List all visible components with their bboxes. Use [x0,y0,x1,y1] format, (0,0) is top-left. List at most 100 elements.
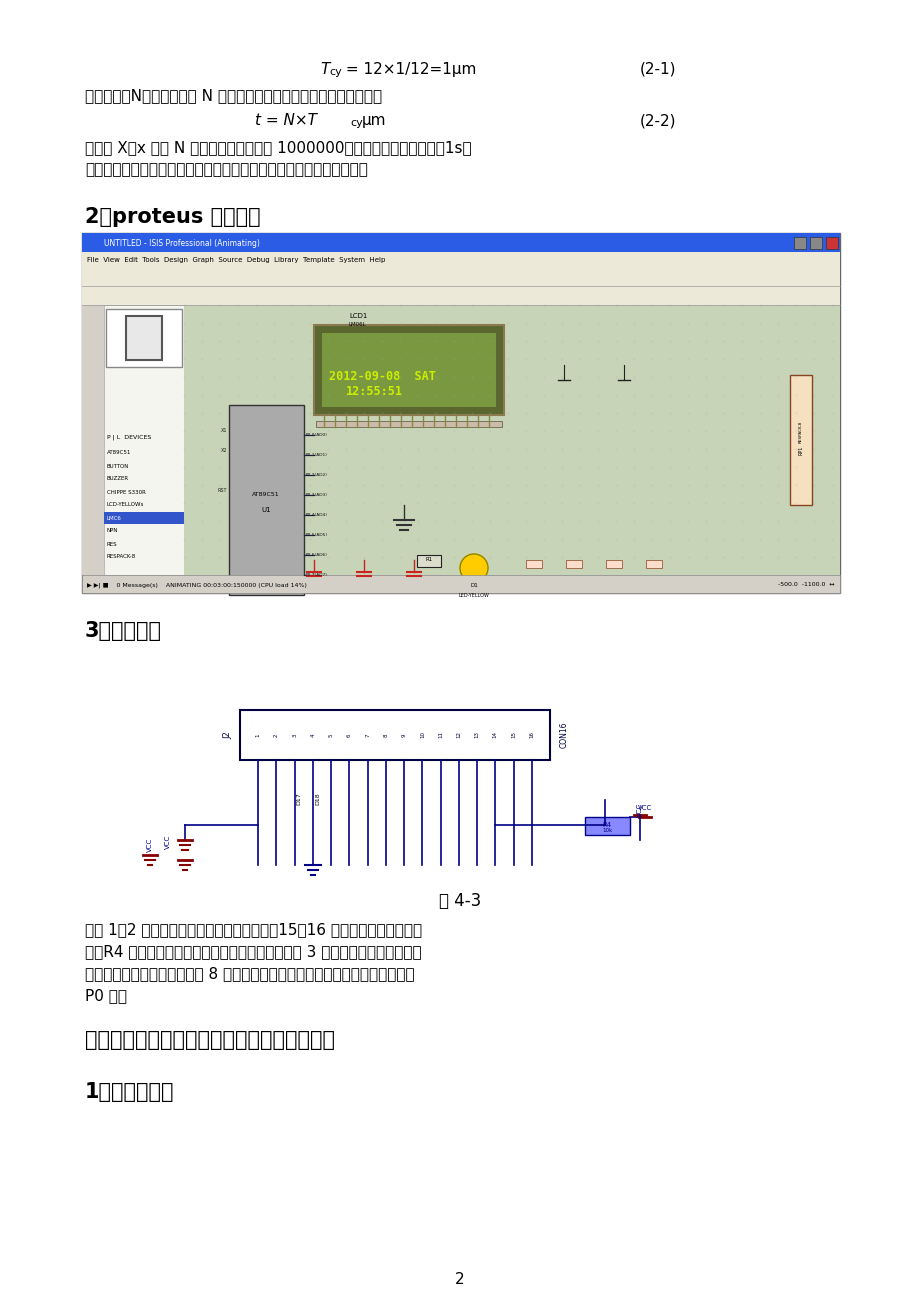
FancyBboxPatch shape [82,575,839,592]
Text: 3: 3 [292,733,297,737]
Text: cy: cy [329,66,341,77]
Text: RESPACK-8: RESPACK-8 [798,421,802,443]
Text: μm: μm [361,113,386,128]
Text: 6: 6 [346,733,352,737]
Text: 节液晶显示对比度。无标号的 8 个端口是数据端，通过一上拉电阵接到单片机的: 节液晶显示对比度。无标号的 8 个端口是数据端，通过一上拉电阵接到单片机的 [85,966,414,980]
FancyBboxPatch shape [104,512,184,523]
Text: VCC: VCC [165,835,171,849]
Text: 极，R4 起限流作用，避免电流过大烧坏背光灯。第 3 端口还可接一电位器，调: 极，R4 起限流作用，避免电流过大烧坏背光灯。第 3 端口还可接一电位器，调 [85,944,421,960]
Text: P0.4(AD4): P0.4(AD4) [306,513,327,517]
FancyBboxPatch shape [82,253,839,267]
Text: D18: D18 [314,792,320,805]
Text: 定数器设为N时，即每计到 N 时产生一次中断，而一次中断的时间为：: 定数器设为N时，即每计到 N 时产生一次中断，而一次中断的时间为： [85,89,381,103]
FancyBboxPatch shape [809,237,821,249]
Text: 10: 10 [419,732,425,738]
Text: RESPACK-8: RESPACK-8 [107,555,136,560]
Text: 9: 9 [402,733,406,737]
Text: t = N×T: t = N×T [255,113,317,128]
Text: 当产生 X（x 根据 N 来设置，两者之积为 1000000）次中断后我就知道过了1s，: 当产生 X（x 根据 N 来设置，两者之积为 1000000）次中断后我就知道过… [85,141,471,155]
Text: 12: 12 [456,732,460,738]
Text: UNTITLED - ISIS Professional (Animating): UNTITLED - ISIS Professional (Animating) [104,238,259,247]
Text: VCC: VCC [637,805,652,811]
Text: D17: D17 [297,792,301,805]
Text: 8: 8 [383,733,388,737]
FancyBboxPatch shape [126,316,162,359]
Text: CON16: CON16 [559,721,568,749]
Text: 3、液晶部分: 3、液晶部分 [85,621,162,641]
Text: RST: RST [217,487,227,492]
Text: VCC: VCC [147,838,153,853]
Text: R1: R1 [425,557,432,562]
FancyBboxPatch shape [789,375,811,505]
Text: 2: 2 [274,733,278,737]
Text: J2: J2 [223,732,233,738]
Text: 14: 14 [493,732,497,738]
Text: P0.1(AD1): P0.1(AD1) [306,453,327,457]
Text: File  View  Edit  Tools  Design  Graph  Source  Debug  Library  Template  System: File View Edit Tools Design Graph Source… [87,256,385,263]
Text: P0.3(AD3): P0.3(AD3) [306,493,327,497]
Text: = 12×1/12=1μm: = 12×1/12=1μm [341,62,476,77]
Text: AT89C51: AT89C51 [107,450,131,456]
FancyBboxPatch shape [184,305,839,575]
Text: RP1: RP1 [798,445,802,454]
Text: P | L  DEVICES: P | L DEVICES [107,435,151,440]
Text: 再通过液晶显示出来，这样就达到了让液晶每隔一秒跳一下的目的了。: 再通过液晶显示出来，这样就达到了让液晶每隔一秒跳一下的目的了。 [85,161,368,177]
Text: P0.0(AD0): P0.0(AD0) [306,434,327,437]
Text: CHIPPE S330R: CHIPPE S330R [107,490,146,495]
Text: T: T [320,62,329,77]
FancyBboxPatch shape [313,326,504,415]
Text: X2: X2 [221,448,227,453]
Text: P0.2(AD2): P0.2(AD2) [306,473,327,477]
FancyBboxPatch shape [82,267,839,305]
Text: LCD-YELLOWs: LCD-YELLOWs [107,503,144,508]
FancyBboxPatch shape [82,233,839,592]
Text: 7: 7 [365,733,369,737]
Text: 2、proteus 仿真结果: 2、proteus 仿真结果 [85,207,260,227]
Text: BUZZER: BUZZER [107,477,129,482]
Text: U1: U1 [261,506,270,513]
Text: 11: 11 [437,732,443,738]
Text: LM06L: LM06L [348,322,367,327]
Text: P0.5(AD5): P0.5(AD5) [306,533,328,536]
Text: 16: 16 [528,732,534,738]
Text: LCD1: LCD1 [348,312,367,319]
Text: (2-1): (2-1) [640,62,675,77]
FancyBboxPatch shape [82,233,839,253]
Text: 12:55:51: 12:55:51 [346,385,403,398]
FancyBboxPatch shape [315,421,502,427]
FancyBboxPatch shape [229,405,303,595]
FancyBboxPatch shape [82,305,104,575]
FancyBboxPatch shape [825,237,837,249]
Text: X1: X1 [221,427,227,432]
Text: P0 口。: P0 口。 [85,988,127,1003]
Text: LMC6: LMC6 [107,516,121,521]
FancyBboxPatch shape [584,816,630,835]
Text: D1: D1 [470,583,477,589]
Text: 2012-09-08  SAT: 2012-09-08 SAT [329,370,436,383]
FancyBboxPatch shape [606,560,621,568]
Text: (2-2): (2-2) [640,113,675,128]
Text: 2: 2 [455,1272,464,1286]
FancyBboxPatch shape [106,309,182,367]
Text: P0.6(AD6): P0.6(AD6) [306,553,327,557]
Text: 1、程序流程图: 1、程序流程图 [85,1082,175,1101]
FancyBboxPatch shape [645,560,662,568]
Text: -500.0  -1100.0  ↔: -500.0 -1100.0 ↔ [777,582,834,587]
Text: 1: 1 [255,733,260,737]
FancyBboxPatch shape [565,560,582,568]
Text: 13: 13 [474,732,479,738]
FancyBboxPatch shape [416,555,440,566]
FancyBboxPatch shape [526,560,541,568]
Text: BUTTON: BUTTON [107,464,130,469]
Text: cy: cy [349,118,362,128]
Text: P0.7(AD7): P0.7(AD7) [306,573,327,577]
FancyBboxPatch shape [793,237,805,249]
Text: 液晶 1、2 端口分别是工作电源的负、正极，15、16 是液晶背光灯电源正负: 液晶 1、2 端口分别是工作电源的负、正极，15、16 是液晶背光灯电源正负 [85,922,422,937]
FancyBboxPatch shape [322,333,495,408]
Text: ▶ ▶| ■    0 Message(s)    ANIMATING 00:03:00:150000 (CPU load 14%): ▶ ▶| ■ 0 Message(s) ANIMATING 00:03:00:1… [87,582,307,587]
Text: AT89C51: AT89C51 [252,492,279,497]
Text: R4: R4 [602,822,611,828]
Text: NPN: NPN [107,529,119,534]
Circle shape [460,553,487,582]
Text: 三．系统的软件设计（如必要，含有流程图）: 三．系统的软件设计（如必要，含有流程图） [85,1030,335,1049]
